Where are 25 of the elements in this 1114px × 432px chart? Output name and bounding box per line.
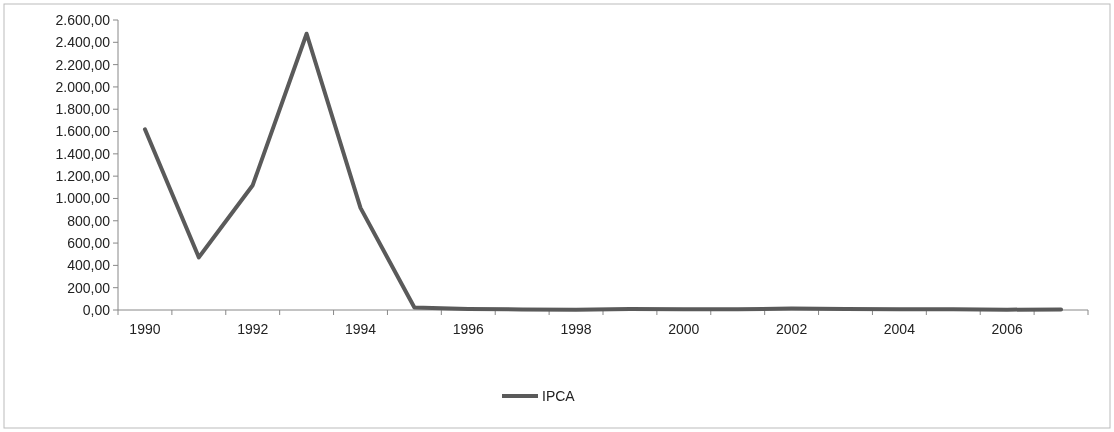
x-tick-label: 2004 [883,321,916,337]
y-tick-label: 2.200,00 [55,56,111,73]
y-tick-label: 2.600,00 [55,11,111,28]
y-tick-label: 600,00 [67,234,111,251]
y-tick-label: 800,00 [67,212,111,229]
x-tick-label: 1998 [560,321,592,337]
x-tick-label: 1990 [129,321,161,337]
x-tick-label: 1996 [452,321,485,337]
y-tick-label: 1.600,00 [55,123,111,140]
line-series [142,31,1064,312]
y-tick-label: 2.400,00 [55,34,111,51]
x-tick-label: 2000 [668,321,700,337]
y-tick-label: 1.200,00 [55,168,111,185]
y-tick-label: 2.000,00 [55,78,111,95]
x-tick-label: 1992 [237,321,269,337]
y-tick-label: 1.800,00 [55,101,111,118]
y-tick-label: 1.000,00 [55,190,111,207]
y-tick-label: 200,00 [67,279,111,296]
x-tick-label: 1994 [344,321,377,337]
x-tick-label: 2006 [991,321,1023,337]
y-tick-label: 0,00 [82,301,111,318]
x-tick-label: 2002 [776,321,808,337]
y-tick-label: 400,00 [67,257,111,274]
legend-label: IPCA [542,387,576,404]
y-tick-label: 1.400,00 [55,145,111,162]
